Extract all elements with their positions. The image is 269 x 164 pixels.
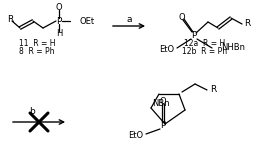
Text: NHBn: NHBn: [221, 43, 245, 52]
Text: P: P: [56, 17, 62, 25]
Text: O: O: [160, 96, 166, 105]
Text: R: R: [210, 85, 216, 94]
Text: O: O: [56, 2, 62, 11]
Text: R: R: [244, 20, 250, 29]
Text: 11  R = H: 11 R = H: [19, 40, 55, 49]
Text: a: a: [126, 14, 132, 23]
Text: 12a  R = H: 12a R = H: [184, 40, 226, 49]
Text: OEt: OEt: [79, 17, 94, 25]
Text: b: b: [29, 107, 35, 116]
Text: 8  R = Ph: 8 R = Ph: [19, 47, 55, 55]
Text: P: P: [191, 31, 197, 41]
Text: EtO: EtO: [159, 45, 174, 54]
Text: NBn: NBn: [152, 99, 170, 107]
Text: P: P: [160, 122, 166, 131]
Text: H: H: [56, 30, 62, 39]
Text: R: R: [7, 16, 13, 24]
Text: 12b  R = Ph: 12b R = Ph: [182, 47, 228, 55]
Text: EtO: EtO: [128, 132, 143, 141]
Text: O: O: [179, 13, 185, 22]
